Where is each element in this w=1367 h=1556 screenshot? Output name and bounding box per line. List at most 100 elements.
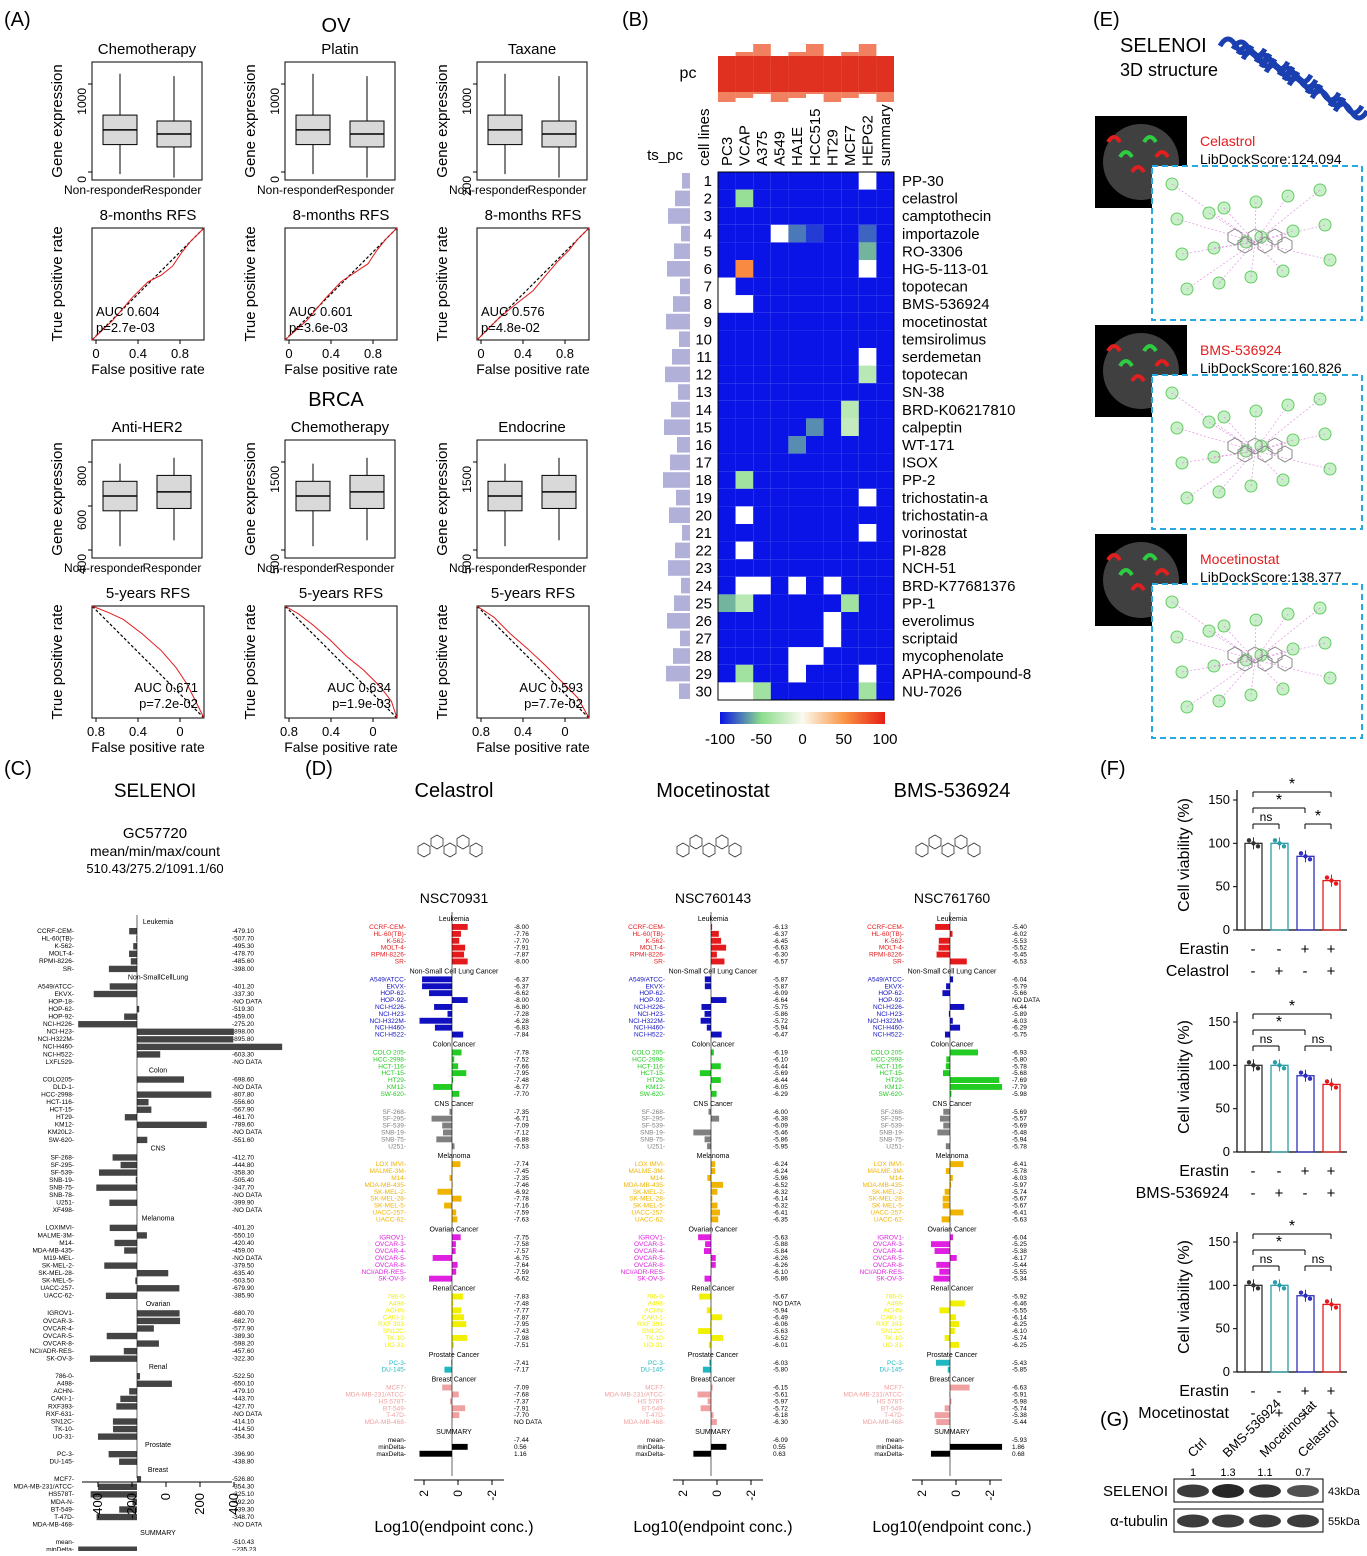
value-label: -NO DATA <box>232 1129 263 1136</box>
delta-bar <box>452 1412 459 1418</box>
cell-line-label: MDA-N- <box>51 1499 74 1506</box>
column-label: HCC515 <box>807 108 824 166</box>
cell-line-label: SNB-19- <box>49 1177 74 1184</box>
heatmap-cell <box>876 260 894 278</box>
roc-auc: AUC 0.671 <box>134 680 198 695</box>
value-label: -6.47 <box>773 1032 788 1039</box>
roc-auc: AUC 0.576 <box>481 304 545 319</box>
delta-bar <box>933 1276 950 1282</box>
heatmap-cell <box>841 260 859 278</box>
heatmap-cell <box>824 577 842 595</box>
roc-p: p=7.2e-02 <box>139 696 198 711</box>
ytick-label: 1000 <box>268 88 282 115</box>
significance-label: ns <box>1260 810 1273 824</box>
cell-line-label: SR- <box>654 959 665 966</box>
heatmap-cell <box>824 454 842 472</box>
delta-bar <box>698 1234 711 1240</box>
heatmap-cell <box>753 242 771 260</box>
cell-line-label: A498- <box>57 1381 74 1388</box>
value-label: -598.20 <box>232 1340 254 1347</box>
heatmap-cell <box>841 278 859 296</box>
value-label: -354.30 <box>232 1433 254 1440</box>
delta-bar <box>137 1476 141 1482</box>
cell-line-label: SF-268- <box>51 1154 74 1161</box>
delta-bar <box>124 1014 137 1020</box>
heatmap-cell <box>718 454 736 472</box>
heatmap-cell <box>841 454 859 472</box>
row-number: 5 <box>704 243 712 260</box>
heatmap-cell <box>753 225 771 243</box>
delta-bar <box>444 1367 452 1373</box>
roc-p: p=2.7e-03 <box>96 320 155 335</box>
heatmap-cell <box>876 436 894 454</box>
heatmap-cell <box>771 665 789 683</box>
group-label: Non-Small Cell Lung Cancer <box>410 968 499 975</box>
x-axis-title: Log10(endpoint conc.) <box>374 1519 533 1536</box>
heatmap-cell <box>718 436 736 454</box>
data-point <box>1277 1063 1281 1067</box>
value-label: -895.80 <box>232 1036 254 1043</box>
value-label: -443.70 <box>232 1396 254 1403</box>
delta-bar <box>113 1426 137 1432</box>
delta-bar <box>950 1385 970 1391</box>
panel-g-label: (G) <box>1100 1409 1129 1431</box>
heatmap-cell <box>876 278 894 296</box>
cell-line-label: maxDelta- <box>376 1451 406 1458</box>
heatmap-cell <box>859 401 877 419</box>
group-label: Leukemia <box>937 916 967 923</box>
blot-protein-label: α-tubulin <box>1110 1513 1168 1530</box>
heatmap-cell <box>806 242 824 260</box>
heatmap-cell <box>824 225 842 243</box>
delta-bar <box>945 1189 950 1195</box>
pc-bar <box>859 56 877 92</box>
heatmap-cell <box>736 489 754 507</box>
value-label: -551.60 <box>232 1137 254 1144</box>
heatmap-cell <box>824 366 842 384</box>
xtick-label: -2 <box>485 1490 499 1501</box>
heatmap-cell <box>718 260 736 278</box>
ytick-label: 50 <box>1216 879 1230 894</box>
value-label: -398.00 <box>232 966 254 973</box>
xcat-nonresponder: Non-responder <box>449 183 529 197</box>
group-label: SUMMARY <box>695 1429 731 1436</box>
heatmap-cell <box>806 489 824 507</box>
heatmap-cell <box>876 242 894 260</box>
delta-bar <box>711 1210 720 1216</box>
ts-pc-bar <box>676 490 690 506</box>
heatmap-cell <box>859 577 877 595</box>
delta-bar <box>110 1225 137 1231</box>
delta-bar <box>950 959 967 965</box>
ts-pc-bar <box>672 349 690 365</box>
panel-a-label: (A) <box>4 9 31 31</box>
cell-line-label: EKVX- <box>54 991 74 998</box>
cell-lines-label: cell lines <box>696 108 713 166</box>
heatmap-cell <box>736 594 754 612</box>
data-point <box>1299 1071 1303 1075</box>
delta-bar <box>950 1444 1002 1450</box>
xcat-nonresponder: Non-responder <box>64 183 144 197</box>
data-point <box>1334 1085 1338 1089</box>
value-label: -526.80 <box>232 1476 254 1483</box>
heatmap-cell <box>771 577 789 595</box>
boxplot-ylabel: Gene expression <box>434 64 451 177</box>
row-number: 30 <box>695 683 712 700</box>
delta-bar <box>129 1388 137 1394</box>
group-label: SUMMARY <box>934 1429 970 1436</box>
heatmap-cell <box>753 295 771 313</box>
group-label: Prostate Cancer <box>429 1352 480 1359</box>
heatmap-cell <box>824 506 842 524</box>
delta-bar <box>137 1044 282 1050</box>
xcat-nonresponder: Non-responder <box>64 561 144 575</box>
delta-bar <box>950 931 953 937</box>
cell-line-label: SK-OV-3- <box>378 1276 406 1283</box>
data-point <box>1251 841 1255 845</box>
delta-bar <box>950 1084 1002 1090</box>
cell-line-label: NCI-H23- <box>47 1029 74 1036</box>
viability-bar <box>1271 843 1288 930</box>
heatmap-cell <box>806 542 824 560</box>
delta-bar <box>950 976 953 982</box>
ytick-label: 100 <box>1208 835 1230 850</box>
delta-bar <box>693 1130 711 1136</box>
compound-title: Mocetinostat <box>656 780 770 802</box>
